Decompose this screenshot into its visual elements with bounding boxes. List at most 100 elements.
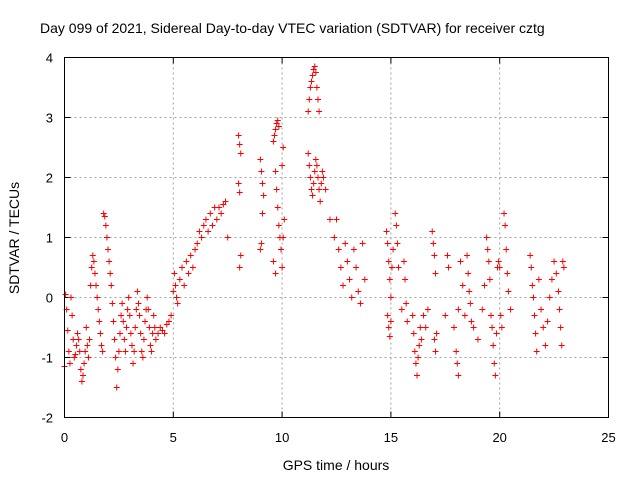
x-tick-label: 25 bbox=[601, 430, 615, 445]
data-point bbox=[237, 150, 244, 157]
data-point bbox=[333, 216, 340, 223]
data-point bbox=[236, 264, 243, 271]
data-point bbox=[387, 294, 394, 301]
data-point bbox=[237, 252, 244, 259]
data-point bbox=[455, 306, 462, 313]
data-point bbox=[196, 228, 203, 235]
data-point bbox=[106, 258, 113, 265]
data-point bbox=[91, 270, 98, 277]
data-point bbox=[79, 372, 86, 379]
data-point bbox=[94, 294, 101, 301]
data-point bbox=[272, 126, 279, 133]
data-point bbox=[311, 168, 318, 175]
data-point bbox=[411, 348, 418, 355]
data-point bbox=[113, 384, 120, 391]
data-point bbox=[174, 300, 181, 307]
data-point bbox=[224, 234, 231, 241]
data-point bbox=[72, 351, 79, 358]
data-point bbox=[165, 318, 172, 325]
data-point bbox=[136, 312, 143, 319]
data-point bbox=[176, 276, 183, 283]
data-point bbox=[101, 213, 108, 220]
data-point bbox=[257, 156, 264, 163]
data-point bbox=[394, 240, 401, 247]
data-point bbox=[257, 246, 264, 253]
x-tick-label: 5 bbox=[170, 430, 177, 445]
x-tick-labels: 0 5 10 15 20 25 bbox=[61, 430, 616, 445]
data-point bbox=[85, 354, 92, 361]
data-point bbox=[112, 354, 119, 361]
data-point bbox=[359, 240, 366, 247]
data-point bbox=[308, 78, 315, 85]
plot-frame bbox=[64, 57, 609, 418]
data-point bbox=[468, 318, 475, 325]
y-tick-label: 3 bbox=[46, 111, 53, 126]
data-point bbox=[76, 348, 83, 355]
data-point bbox=[453, 348, 460, 355]
data-point bbox=[528, 264, 535, 271]
data-point bbox=[181, 282, 188, 289]
data-point bbox=[189, 264, 196, 271]
data-point bbox=[342, 240, 349, 247]
data-point bbox=[74, 330, 81, 337]
data-point bbox=[123, 324, 130, 331]
data-point bbox=[173, 294, 180, 301]
data-point bbox=[236, 189, 243, 196]
data-point bbox=[361, 276, 368, 283]
data-point bbox=[140, 336, 147, 343]
data-point bbox=[445, 264, 452, 271]
data-point bbox=[87, 282, 94, 289]
data-point bbox=[215, 204, 222, 211]
y-tick-labels: -2 -1 0 1 2 3 4 bbox=[41, 51, 53, 426]
data-point bbox=[467, 300, 474, 307]
data-point bbox=[548, 276, 555, 283]
data-point bbox=[544, 318, 551, 325]
data-point bbox=[150, 312, 157, 319]
data-point bbox=[279, 162, 286, 169]
data-point bbox=[404, 318, 411, 325]
data-point bbox=[77, 366, 84, 373]
data-point bbox=[149, 330, 156, 337]
data-point bbox=[122, 348, 129, 355]
data-point bbox=[346, 276, 353, 283]
data-point bbox=[305, 108, 312, 115]
data-point bbox=[168, 312, 175, 319]
data-point bbox=[73, 342, 80, 349]
data-point bbox=[133, 306, 140, 313]
data-point bbox=[495, 258, 502, 265]
data-point bbox=[81, 360, 88, 367]
data-point bbox=[489, 324, 496, 331]
data-point bbox=[110, 318, 117, 325]
data-point bbox=[100, 210, 107, 217]
data-point bbox=[353, 264, 360, 271]
data-point bbox=[152, 336, 159, 343]
data-point bbox=[207, 210, 214, 217]
data-point bbox=[194, 240, 201, 247]
data-point bbox=[70, 336, 77, 343]
data-point bbox=[155, 330, 162, 337]
data-point bbox=[313, 84, 320, 91]
data-point bbox=[431, 252, 438, 259]
data-point bbox=[395, 264, 402, 271]
data-point bbox=[501, 210, 508, 217]
data-point bbox=[412, 360, 419, 367]
data-point bbox=[281, 216, 288, 223]
y-tick-label: -1 bbox=[41, 351, 53, 366]
data-point bbox=[170, 288, 177, 295]
data-point bbox=[86, 336, 93, 343]
data-point bbox=[504, 270, 511, 277]
data-point bbox=[144, 294, 151, 301]
y-axis-label: SDTVAR / TECUs bbox=[6, 182, 22, 294]
data-point bbox=[236, 141, 243, 148]
data-point bbox=[83, 324, 90, 331]
data-point bbox=[116, 330, 123, 337]
data-point bbox=[198, 234, 205, 241]
data-point bbox=[312, 156, 319, 163]
data-point bbox=[557, 324, 564, 331]
data-point bbox=[535, 276, 542, 283]
data-point bbox=[127, 330, 134, 337]
data-point bbox=[271, 132, 278, 139]
data-point bbox=[559, 258, 566, 265]
data-point bbox=[96, 318, 103, 325]
data-point bbox=[335, 246, 342, 253]
